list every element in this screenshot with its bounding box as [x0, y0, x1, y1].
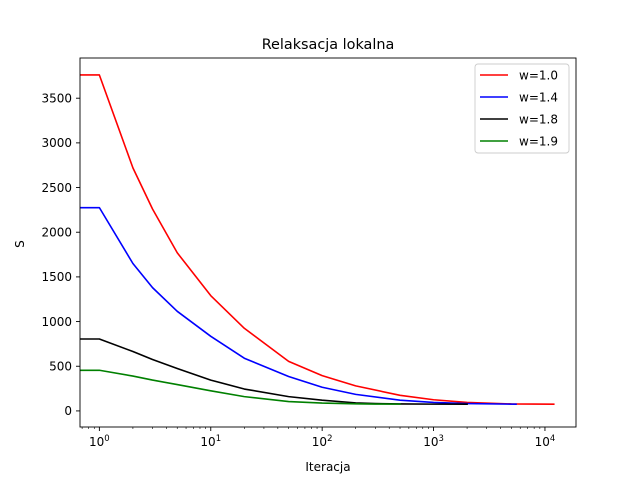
x-tick-label-base: 10 — [312, 435, 327, 449]
chart-title: Relaksacja lokalna — [262, 37, 395, 53]
x-tick-label: 104 — [535, 434, 556, 449]
y-tick-label: 3500 — [41, 92, 72, 106]
x-tick-label-exponent: 1 — [216, 434, 221, 444]
x-tick-label: 103 — [423, 434, 444, 449]
y-axis-label: S — [13, 240, 27, 248]
x-tick-label-base: 10 — [423, 435, 438, 449]
y-tick-label: 1000 — [41, 315, 72, 329]
legend-frame — [474, 63, 570, 154]
x-tick-label: 102 — [312, 434, 333, 449]
x-tick-label-exponent: 4 — [550, 434, 555, 444]
series-line-w-1-4 — [80, 206, 517, 406]
legend-label: w=1.8 — [519, 113, 558, 127]
axes-frame — [79, 57, 577, 428]
x-tick-label-exponent: 0 — [104, 434, 109, 444]
x-tick-label-base: 10 — [200, 435, 215, 449]
y-tick-label: 3000 — [41, 136, 72, 150]
x-tick-label-base: 10 — [89, 435, 104, 449]
series-line-w-1-9 — [80, 369, 401, 405]
legend-label: w=1.4 — [519, 91, 558, 105]
plot-area — [80, 74, 555, 406]
axes: 100 101 102 103 1040500100015002000250030003… — [41, 57, 577, 449]
x-axis-label: Iteracja — [305, 460, 350, 474]
y-tick-label: 0 — [64, 404, 72, 418]
y-tick-label: 1500 — [41, 270, 72, 284]
y-tick-label: 2500 — [41, 181, 72, 195]
y-tick-label: 500 — [49, 360, 72, 374]
x-tick-label: 101 — [200, 434, 221, 449]
x-tick-label: 100 — [89, 434, 110, 449]
x-tick-label-base: 10 — [535, 435, 550, 449]
legend: w=1.0 w=1.4 w=1.8 w=1.9 — [474, 63, 570, 154]
x-tick-label-exponent: 2 — [327, 434, 332, 444]
x-tick-label-exponent: 3 — [438, 434, 443, 444]
series-line-w-1-0 — [80, 74, 555, 406]
legend-label: w=1.9 — [519, 135, 558, 149]
legend-label: w=1.0 — [519, 69, 558, 83]
y-tick-label: 2000 — [41, 226, 72, 240]
series-lines — [80, 74, 555, 406]
